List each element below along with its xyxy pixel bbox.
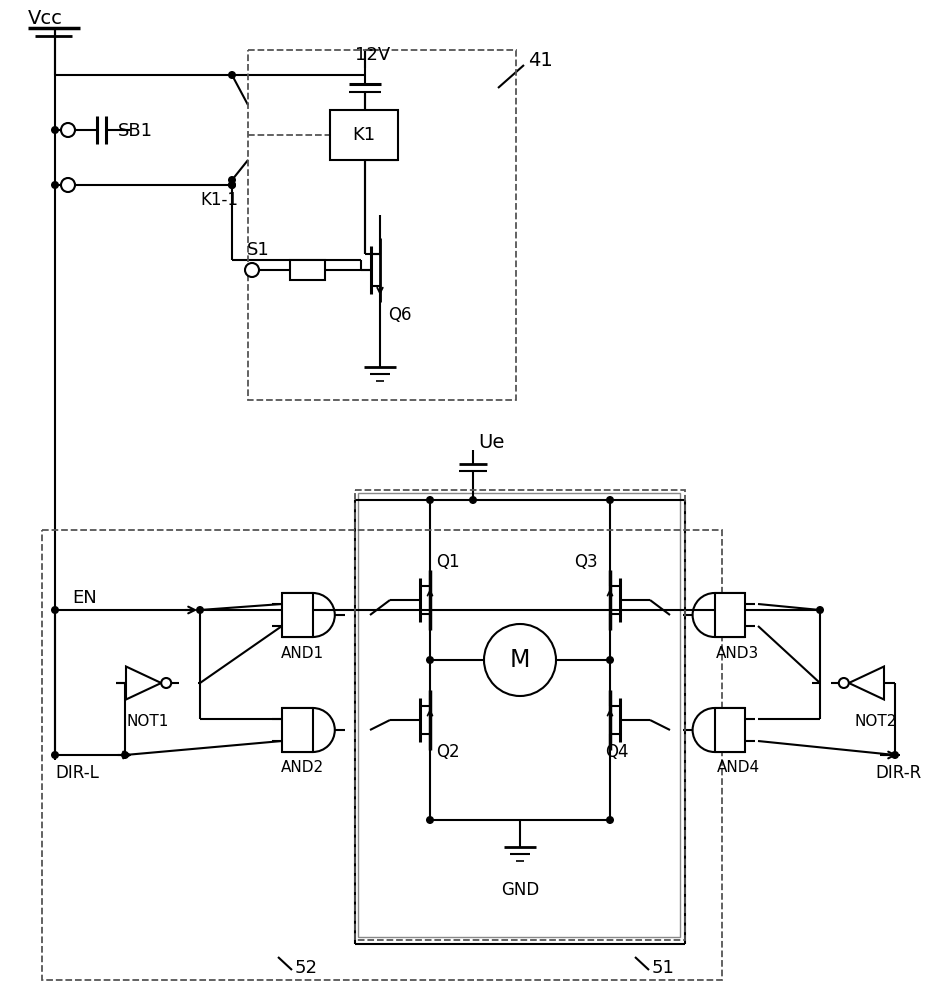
Polygon shape — [126, 666, 161, 700]
Circle shape — [816, 606, 824, 614]
Text: DIR-R: DIR-R — [875, 764, 921, 782]
Text: Q4: Q4 — [605, 743, 629, 761]
Circle shape — [51, 606, 59, 614]
Circle shape — [426, 496, 434, 504]
Circle shape — [606, 656, 614, 664]
Bar — [715, 593, 745, 637]
Text: Q2: Q2 — [436, 743, 459, 761]
Text: GND: GND — [501, 881, 539, 899]
Circle shape — [161, 678, 171, 688]
Circle shape — [891, 751, 899, 759]
Bar — [290, 260, 325, 280]
Text: EN: EN — [72, 589, 97, 607]
Circle shape — [51, 181, 59, 189]
Text: AND1: AND1 — [280, 646, 324, 660]
Text: Vcc: Vcc — [28, 8, 63, 27]
Text: Q1: Q1 — [436, 553, 459, 571]
Circle shape — [469, 496, 477, 504]
Circle shape — [228, 71, 236, 79]
Circle shape — [426, 656, 434, 664]
Circle shape — [245, 263, 259, 277]
Bar — [330, 110, 398, 160]
Text: AND2: AND2 — [280, 760, 324, 776]
Text: M: M — [509, 648, 530, 672]
Text: DIR-L: DIR-L — [55, 764, 98, 782]
Text: Q6: Q6 — [388, 306, 412, 324]
Bar — [358, 493, 680, 937]
Circle shape — [61, 178, 75, 192]
Circle shape — [426, 816, 434, 824]
Text: AND3: AND3 — [716, 646, 759, 660]
Text: 51: 51 — [652, 959, 675, 977]
Bar — [715, 708, 745, 752]
Text: K1-1: K1-1 — [200, 191, 238, 209]
Text: S1: S1 — [246, 241, 269, 259]
Circle shape — [839, 678, 849, 688]
Bar — [42, 530, 722, 980]
Circle shape — [121, 751, 129, 759]
Bar — [248, 50, 516, 400]
Text: AND4: AND4 — [717, 760, 759, 776]
Bar — [355, 490, 685, 940]
Text: NOT2: NOT2 — [854, 714, 897, 728]
Text: K1: K1 — [352, 126, 376, 144]
Bar — [282, 708, 313, 752]
Text: 12V: 12V — [355, 46, 390, 64]
Bar — [282, 593, 313, 637]
Text: 52: 52 — [295, 959, 318, 977]
Text: Q3: Q3 — [574, 553, 598, 571]
Circle shape — [606, 496, 614, 504]
Text: SB1: SB1 — [118, 122, 153, 140]
Circle shape — [51, 126, 59, 134]
Circle shape — [228, 181, 236, 189]
Polygon shape — [849, 666, 884, 700]
Text: 41: 41 — [528, 50, 553, 70]
Text: NOT1: NOT1 — [126, 714, 169, 728]
Circle shape — [196, 606, 204, 614]
Text: Ue: Ue — [478, 432, 505, 452]
Circle shape — [51, 751, 59, 759]
Circle shape — [228, 176, 236, 184]
Circle shape — [484, 624, 556, 696]
Circle shape — [61, 123, 75, 137]
Circle shape — [606, 816, 614, 824]
Circle shape — [228, 181, 236, 189]
